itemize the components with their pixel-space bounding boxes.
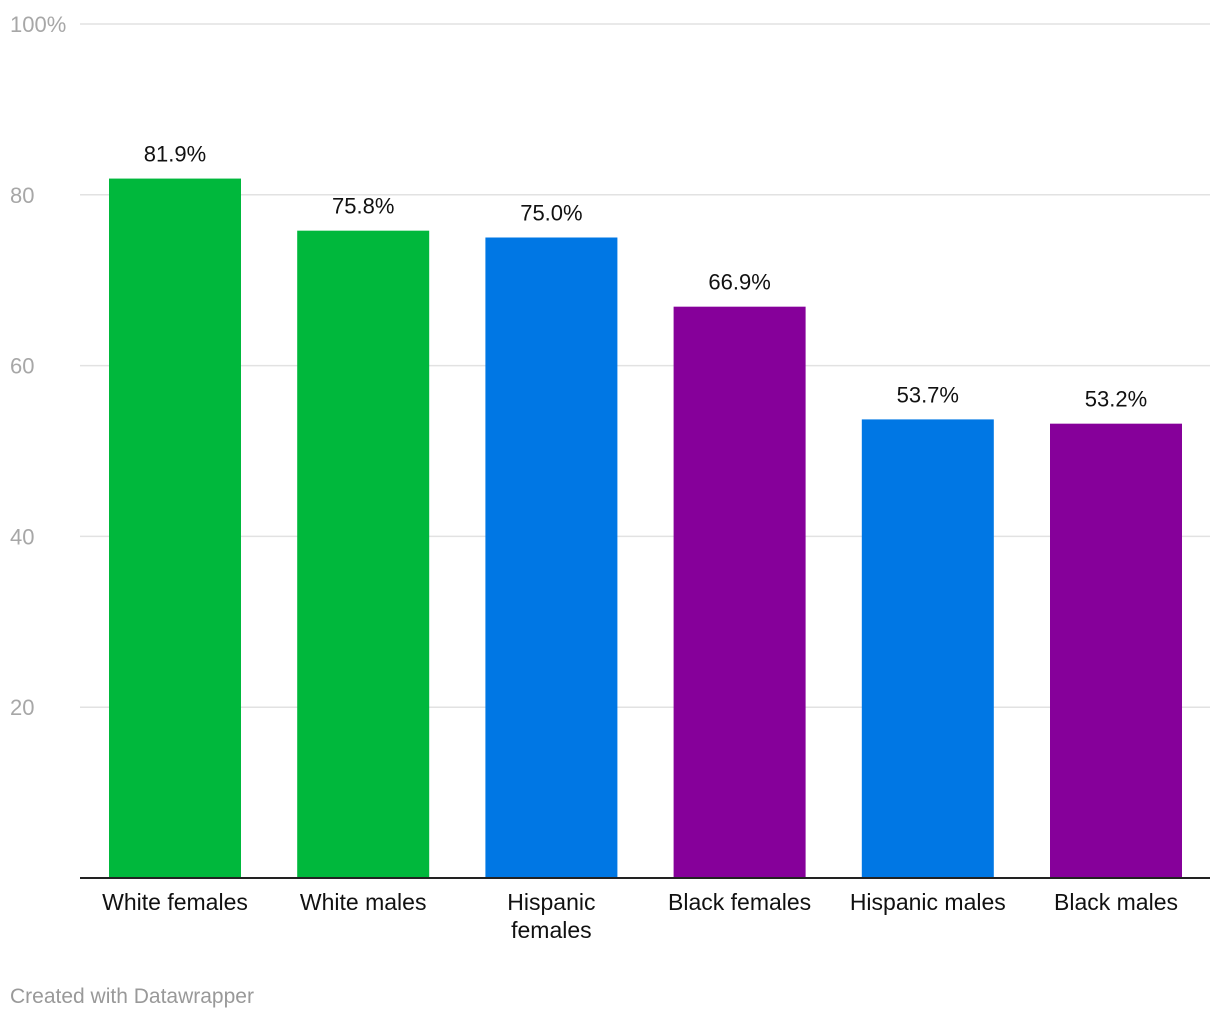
y-tick-label-80: 80 bbox=[10, 183, 34, 208]
category-label-line: Hispanic males bbox=[850, 889, 1006, 915]
y-tick-label-100: 100% bbox=[10, 12, 66, 37]
category-label-line: Hispanic bbox=[507, 889, 595, 915]
bar-0 bbox=[109, 178, 241, 879]
bar-4 bbox=[861, 419, 994, 878]
category-label-1: White males bbox=[300, 889, 427, 915]
value-label-0: 81.9% bbox=[144, 142, 206, 167]
value-label-2: 75.0% bbox=[520, 201, 582, 226]
category-label-4: Hispanic males bbox=[850, 889, 1006, 915]
category-label-0: White females bbox=[102, 889, 248, 915]
y-tick-label-20: 20 bbox=[10, 695, 34, 720]
value-label-4: 53.7% bbox=[897, 382, 959, 407]
category-label-line: females bbox=[511, 917, 592, 943]
category-label-line: White females bbox=[102, 889, 248, 915]
category-label-3: Black females bbox=[668, 889, 811, 915]
y-tick-label-40: 40 bbox=[10, 524, 34, 549]
bar-1 bbox=[297, 230, 430, 879]
value-label-1: 75.8% bbox=[332, 194, 394, 219]
bar-5 bbox=[1050, 423, 1182, 878]
category-label-line: Black females bbox=[668, 889, 811, 915]
datawrapper-credit: Created with Datawrapper bbox=[10, 985, 254, 1008]
bar-3 bbox=[673, 306, 806, 878]
category-label-line: Black males bbox=[1054, 889, 1178, 915]
value-label-5: 53.2% bbox=[1085, 387, 1147, 412]
category-label-2: Hispanic females bbox=[507, 889, 595, 943]
y-tick-label-60: 60 bbox=[10, 354, 34, 379]
bar-2 bbox=[485, 237, 618, 878]
value-label-3: 66.9% bbox=[708, 270, 770, 295]
category-label-5: Black males bbox=[1054, 889, 1178, 915]
category-label-line: White males bbox=[300, 889, 427, 915]
